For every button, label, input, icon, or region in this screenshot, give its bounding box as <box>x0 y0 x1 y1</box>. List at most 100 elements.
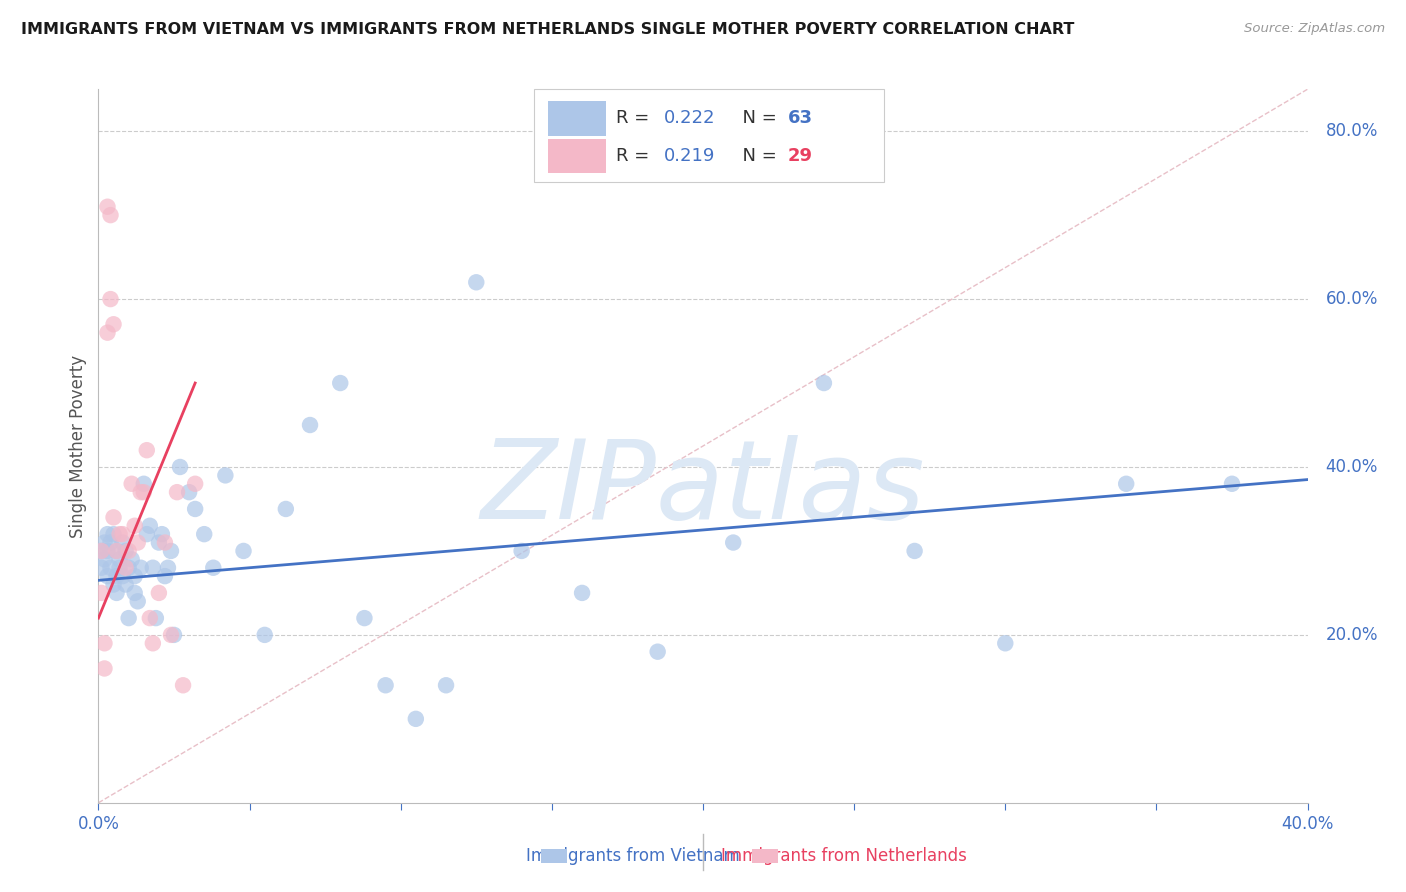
Point <box>139 611 162 625</box>
Point <box>166 485 188 500</box>
Point <box>1220 476 1243 491</box>
Point <box>465 275 488 289</box>
Point <box>904 544 927 558</box>
FancyBboxPatch shape <box>548 139 606 173</box>
Point <box>90 544 112 558</box>
Text: Source: ZipAtlas.com: Source: ZipAtlas.com <box>1244 22 1385 36</box>
Point <box>153 569 176 583</box>
Point <box>145 611 167 625</box>
Point <box>124 586 146 600</box>
Point <box>148 586 170 600</box>
Text: 0.219: 0.219 <box>664 147 716 165</box>
Text: 40.0%: 40.0% <box>1326 458 1378 476</box>
Text: 0.222: 0.222 <box>664 110 716 128</box>
Point <box>214 468 236 483</box>
Point <box>172 678 194 692</box>
Text: Immigrants from Vietnam: Immigrants from Vietnam <box>526 847 740 865</box>
Point <box>121 552 143 566</box>
Point <box>118 560 141 574</box>
Point <box>93 552 115 566</box>
Point <box>994 636 1017 650</box>
Point <box>114 560 136 574</box>
Text: 80.0%: 80.0% <box>1326 122 1378 140</box>
Point <box>103 577 125 591</box>
Point <box>118 611 141 625</box>
Point <box>129 485 152 500</box>
Point <box>132 476 155 491</box>
Point <box>163 628 186 642</box>
Point <box>253 628 276 642</box>
Point <box>118 544 141 558</box>
Point <box>124 569 146 583</box>
Point <box>153 535 176 549</box>
FancyBboxPatch shape <box>534 89 884 182</box>
Point <box>132 485 155 500</box>
Point <box>121 476 143 491</box>
Text: 20.0%: 20.0% <box>1326 626 1378 644</box>
Point <box>114 577 136 591</box>
Text: ZIPatlas: ZIPatlas <box>481 435 925 542</box>
FancyBboxPatch shape <box>548 102 606 136</box>
Point <box>105 569 128 583</box>
Point <box>108 560 131 574</box>
Point <box>111 527 134 541</box>
Point <box>100 560 122 574</box>
Point <box>202 560 225 574</box>
Text: 29: 29 <box>787 147 813 165</box>
Point <box>813 376 835 390</box>
Point <box>274 502 297 516</box>
Text: N =: N = <box>731 110 782 128</box>
Point <box>184 476 207 491</box>
Point <box>90 586 112 600</box>
Text: R =: R = <box>616 147 655 165</box>
Point <box>105 586 128 600</box>
Point <box>103 527 125 541</box>
Point <box>114 544 136 558</box>
Point <box>96 527 118 541</box>
Point <box>142 560 165 574</box>
Point <box>93 535 115 549</box>
Point <box>129 560 152 574</box>
Point <box>405 712 427 726</box>
Point <box>148 535 170 549</box>
Point <box>108 552 131 566</box>
Text: IMMIGRANTS FROM VIETNAM VS IMMIGRANTS FROM NETHERLANDS SINGLE MOTHER POVERTY COR: IMMIGRANTS FROM VIETNAM VS IMMIGRANTS FR… <box>21 22 1074 37</box>
Point <box>510 544 533 558</box>
Point <box>721 535 744 549</box>
Text: 63: 63 <box>787 110 813 128</box>
Point <box>184 502 207 516</box>
Point <box>105 544 128 558</box>
Point <box>93 636 115 650</box>
Y-axis label: Single Mother Poverty: Single Mother Poverty <box>69 354 87 538</box>
Point <box>1115 476 1137 491</box>
Point <box>96 200 118 214</box>
Point <box>127 594 149 608</box>
Point <box>96 544 118 558</box>
Point <box>193 527 215 541</box>
Text: N =: N = <box>731 147 782 165</box>
Point <box>93 661 115 675</box>
Point <box>232 544 254 558</box>
Point <box>135 443 157 458</box>
Point <box>100 208 122 222</box>
Point <box>434 678 457 692</box>
Point <box>150 527 173 541</box>
Point <box>156 560 179 574</box>
Text: Immigrants from Netherlands: Immigrants from Netherlands <box>721 847 966 865</box>
Point <box>103 318 125 332</box>
Point <box>374 678 396 692</box>
Point <box>177 485 201 500</box>
Point <box>353 611 375 625</box>
Point <box>124 518 146 533</box>
Point <box>108 527 131 541</box>
Point <box>100 292 122 306</box>
Point <box>135 527 157 541</box>
Point <box>111 569 134 583</box>
Text: R =: R = <box>616 110 655 128</box>
Point <box>647 645 669 659</box>
Point <box>169 460 191 475</box>
Point <box>160 628 183 642</box>
Point <box>329 376 352 390</box>
Point <box>571 586 593 600</box>
Point <box>96 569 118 583</box>
